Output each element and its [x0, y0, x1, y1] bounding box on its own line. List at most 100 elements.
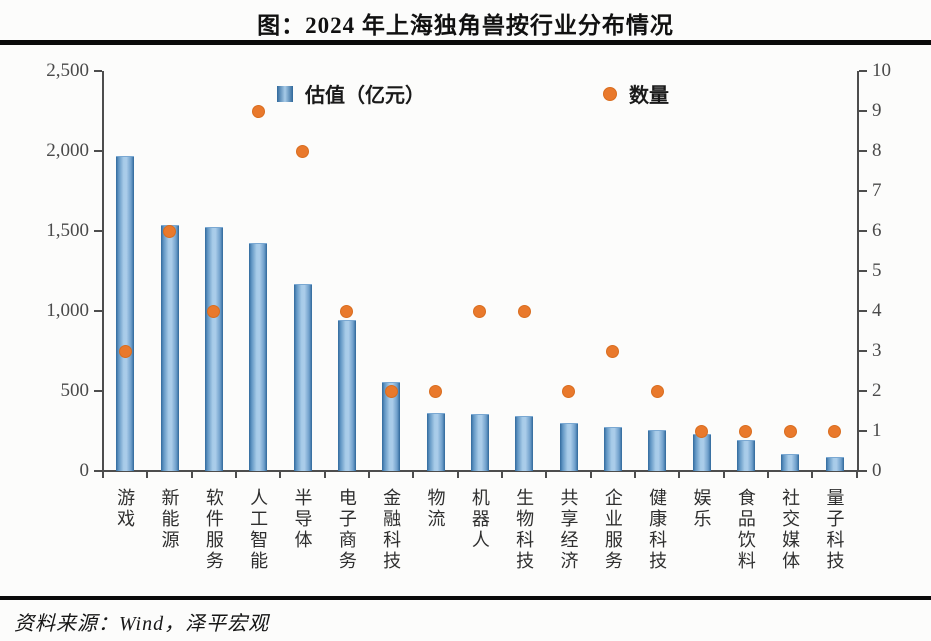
category-axis-tick: [146, 472, 149, 478]
valuation-bar: [116, 156, 135, 471]
count-dot: [473, 304, 487, 318]
right-axis-tick: [859, 110, 867, 112]
count-dot: [695, 424, 708, 438]
category-label: 金融科技: [381, 488, 402, 572]
category-axis-tick: [589, 472, 592, 478]
right-axis-tick-label: 9: [872, 100, 882, 121]
valuation-bar: [293, 284, 312, 471]
category-axis-tick: [767, 472, 769, 478]
category-label: 生物科技: [514, 488, 535, 572]
right-axis-tick-label: 8: [872, 140, 882, 161]
legend-item-valuation: 估值（亿元）: [277, 79, 425, 108]
category-axis-tick: [678, 472, 681, 478]
category-label: 社交媒体: [780, 488, 801, 572]
right-axis-tick-label: 5: [872, 260, 882, 281]
valuation-bar: [470, 414, 489, 471]
category-label: 物流: [425, 488, 446, 530]
count-dot: [517, 304, 531, 318]
left-axis-tick-label: 2,000: [46, 140, 89, 161]
valuation-bar: [559, 422, 578, 471]
right-axis-tick-label: 3: [872, 340, 882, 361]
category-label: 游戏: [115, 488, 136, 530]
footer-divider-rule: [0, 596, 931, 600]
category-label: 量子科技: [824, 488, 845, 572]
count-dot: [251, 104, 265, 118]
right-axis-tick-label: 4: [872, 300, 882, 321]
left-axis-tick: [94, 70, 102, 72]
category-axis-line: [102, 470, 859, 472]
valuation-bar: [426, 413, 445, 471]
category-label: 半导体: [292, 488, 313, 551]
category-label: 娱乐: [691, 488, 712, 530]
count-dot: [739, 424, 753, 438]
category-label: 食品饮料: [735, 488, 756, 572]
category-label: 共享经济: [558, 488, 579, 572]
chart-title: 图：2024 年上海独角兽按行业分布情况: [257, 13, 674, 38]
category-axis-tick: [368, 472, 370, 478]
count-dot: [562, 384, 575, 398]
category-axis-tick: [545, 472, 548, 478]
category-label: 企业服务: [602, 488, 623, 572]
plot-area: 估值（亿元） 数量 0 500 1,000 1,500 2,000 2,500 0 1 2 3 4 5…: [46, 61, 891, 573]
valuation-bar: [825, 457, 844, 471]
left-axis-tick-label: 1,500: [46, 220, 89, 241]
count-dot: [296, 144, 309, 158]
left-axis-tick: [94, 310, 102, 312]
category-axis-tick: [456, 472, 459, 478]
legend-item-count: 数量: [603, 79, 669, 108]
valuation-bar: [603, 426, 622, 471]
count-dot: [340, 304, 354, 318]
right-axis-tick: [859, 390, 867, 392]
left-axis-tick: [94, 470, 102, 472]
count-dot: [783, 424, 797, 438]
left-axis-tick: [94, 390, 102, 392]
count-dot: [650, 384, 664, 398]
left-axis-tick: [94, 150, 102, 152]
left-axis-tick-label: 1,000: [46, 300, 89, 321]
category-axis-tick: [855, 472, 858, 478]
category-label: 机器人: [469, 488, 490, 551]
right-axis-tick-label: 1: [872, 420, 882, 441]
right-axis-tick-label: 7: [872, 180, 882, 201]
legend-label-count: 数量: [629, 85, 669, 107]
category-axis-tick: [279, 472, 282, 478]
count-dot: [606, 344, 620, 358]
right-axis-tick-label: 0: [872, 460, 882, 481]
category-axis-tick: [190, 472, 193, 478]
right-axis-tick: [859, 270, 867, 272]
category-axis-tick: [722, 472, 725, 478]
count-dot: [429, 384, 442, 398]
legend-label-valuation: 估值（亿元）: [305, 85, 425, 107]
category-label: 软件服务: [203, 488, 224, 572]
valuation-bar: [382, 382, 401, 471]
valuation-bar: [204, 226, 223, 471]
left-axis-tick-label: 500: [60, 380, 90, 401]
right-axis-tick: [859, 70, 867, 72]
right-axis-tick-label: 6: [872, 220, 882, 241]
valuation-bar: [249, 242, 268, 471]
valuation-bar: [648, 430, 667, 471]
valuation-bar: [692, 434, 711, 471]
valuation-bar: [160, 225, 179, 471]
category-label: 新能源: [159, 488, 180, 551]
valuation-bar: [515, 416, 534, 471]
category-axis-tick: [102, 472, 104, 478]
category-label: 人工智能: [248, 488, 269, 572]
count-dot: [828, 424, 841, 438]
count-dot: [207, 304, 221, 318]
category-axis-tick: [235, 472, 237, 478]
right-axis-tick: [859, 350, 867, 352]
left-axis-tick-label: 0: [79, 460, 90, 481]
right-axis-tick-label: 2: [872, 380, 882, 401]
right-axis-tick: [859, 470, 867, 472]
count-dot: [163, 224, 176, 238]
left-axis-tick-label: 2,500: [46, 60, 89, 81]
right-count-axis-line: [857, 71, 859, 472]
right-axis-tick: [859, 230, 867, 232]
category-axis-tick: [323, 472, 326, 478]
right-axis-tick: [859, 150, 867, 152]
valuation-bar: [781, 454, 800, 471]
dot-series-swatch-icon: [603, 86, 617, 101]
title-divider-rule: [0, 40, 931, 45]
